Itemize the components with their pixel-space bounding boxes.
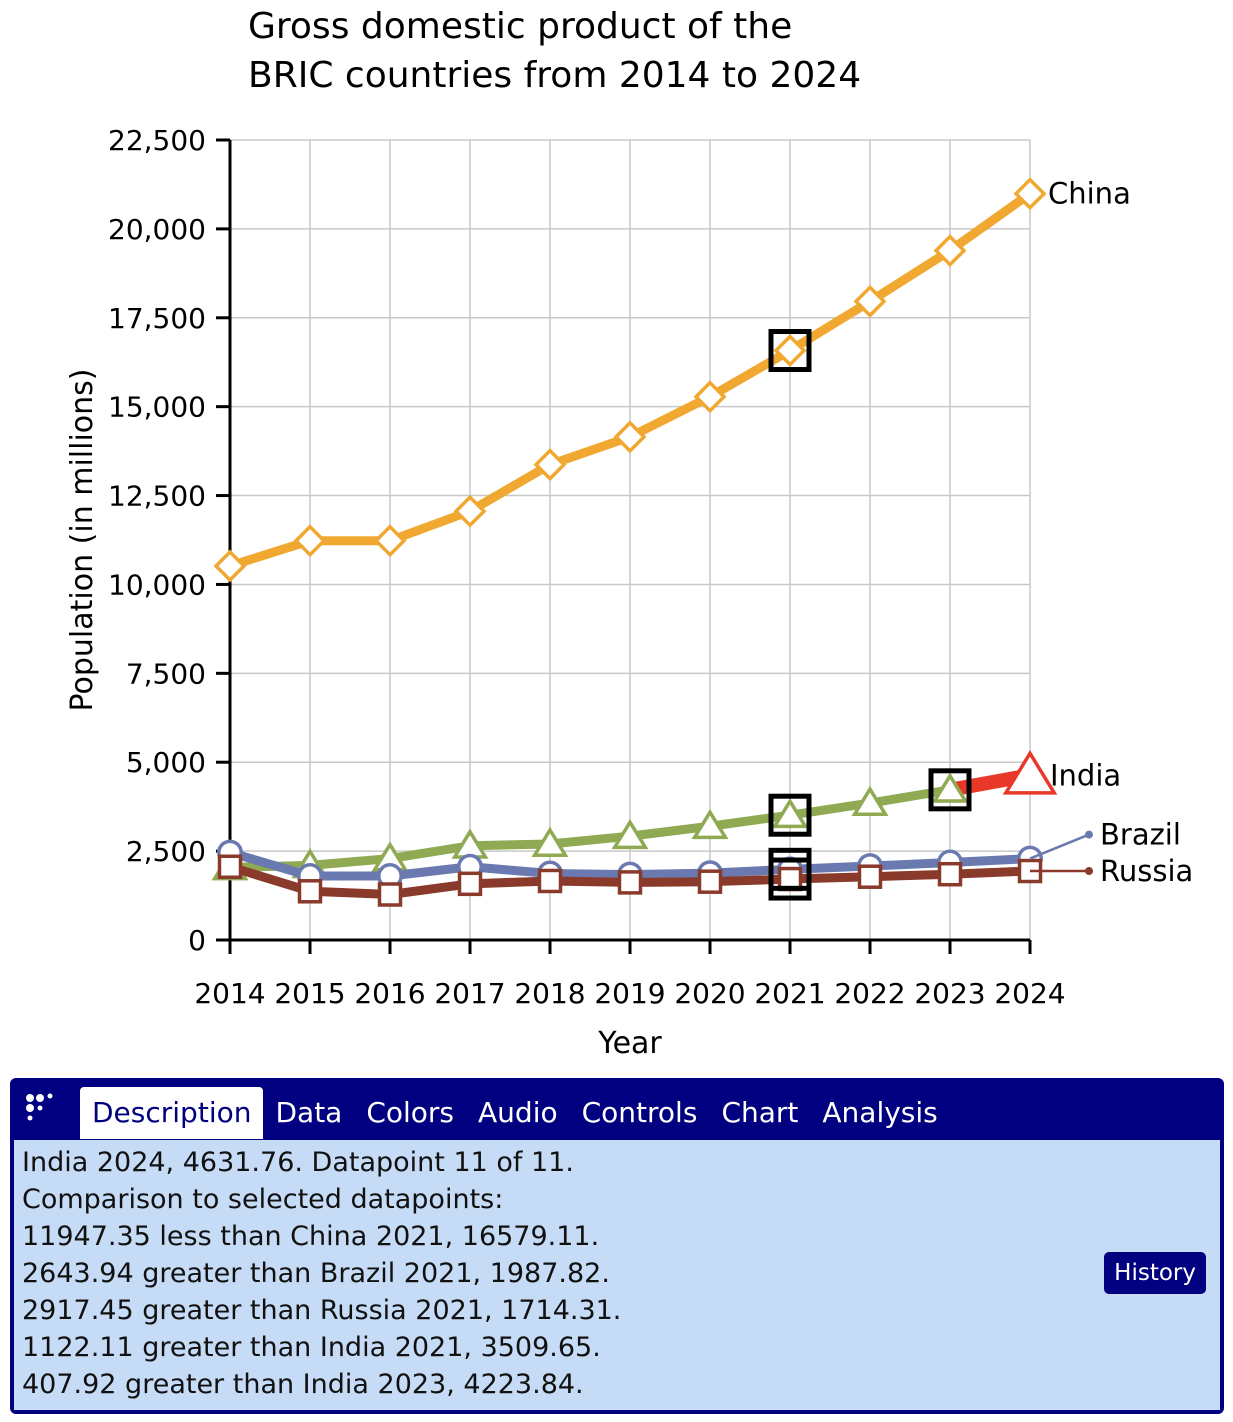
x-tick-label: 2018 <box>514 977 585 1010</box>
russia-point <box>617 870 643 895</box>
selected-point-box <box>768 793 812 837</box>
chart-axes: 0 2,500 5,000 7,500 10,000 12,500 15,000 17,500… <box>65 124 1066 1061</box>
chart-series[interactable] <box>211 177 1058 907</box>
chart-title-line: BRIC countries from 2014 to 2024 <box>248 55 861 96</box>
series-label-india: India <box>1050 758 1121 792</box>
description-text: India 2024, 4631.76. Datapoint 11 of 11.… <box>22 1144 621 1403</box>
x-tick-label: 2017 <box>434 977 505 1010</box>
x-tick-label: 2019 <box>594 977 665 1010</box>
india-point-highlighted <box>1002 749 1058 795</box>
description-line: 407.92 greater than India 2023, 4223.84. <box>22 1369 584 1400</box>
y-tick-label: 10,000 <box>108 568 206 601</box>
y-tick-label: 17,500 <box>108 302 206 335</box>
x-tick-label: 2015 <box>274 977 345 1010</box>
china-point <box>213 549 247 583</box>
x-axis-title: Year <box>597 1026 662 1061</box>
china-point <box>613 420 647 454</box>
tab-data[interactable]: Data <box>275 1096 343 1129</box>
y-axis-title: Population (in millions) <box>65 368 100 711</box>
tab-description[interactable]: Description <box>80 1087 264 1139</box>
india-line <box>225 785 955 872</box>
tab-colors[interactable]: Colors <box>366 1096 455 1129</box>
china-point <box>533 448 567 482</box>
y-tick-label: 5,000 <box>126 746 206 779</box>
russia-point <box>377 882 403 907</box>
chart-accessibility-panel: Description Data Colors Audio Controls Chart A… <box>10 1078 1224 1414</box>
line-chart: Gross domestic product of the BRIC countr… <box>65 6 1193 1061</box>
y-tick-label: 2,500 <box>126 835 206 868</box>
china-point <box>853 284 887 318</box>
china-point <box>933 234 967 268</box>
tab-controls[interactable]: Controls <box>581 1096 698 1129</box>
series-russia <box>217 854 1043 907</box>
selected-point-box <box>928 768 972 812</box>
y-tick-label: 20,000 <box>108 213 206 246</box>
russia-point <box>937 861 963 887</box>
description-line: 1122.11 greater than India 2021, 3509.65… <box>22 1332 601 1363</box>
x-tick-label: 2016 <box>354 977 425 1010</box>
x-tick-label: 2024 <box>994 977 1065 1010</box>
tab-analysis[interactable]: Analysis <box>822 1096 938 1129</box>
tab-audio[interactable]: Audio <box>478 1096 558 1129</box>
description-line: Comparison to selected datapoints: <box>22 1184 504 1215</box>
chart-title: Gross domestic product of the BRIC countr… <box>248 6 861 96</box>
selected-point-box <box>768 857 812 901</box>
x-tick-label: 2021 <box>754 977 825 1010</box>
tab-chart[interactable]: Chart <box>721 1096 799 1129</box>
x-tick-label: 2023 <box>914 977 985 1010</box>
history-button[interactable]: History <box>1104 1252 1206 1294</box>
selected-points <box>768 329 972 901</box>
description-line: India 2024, 4631.76. Datapoint 11 of 11. <box>22 1147 574 1178</box>
china-point <box>373 524 407 558</box>
china-point <box>1013 177 1047 211</box>
description-line: 11947.35 less than China 2021, 16579.11. <box>22 1221 600 1252</box>
russia-point <box>697 869 723 894</box>
russia-point <box>537 868 563 894</box>
description-line: 2917.45 greater than Russia 2021, 1714.3… <box>22 1295 622 1326</box>
selected-point-box <box>768 329 812 373</box>
y-tick-label: 0 <box>188 924 206 957</box>
y-tick-label: 22,500 <box>108 124 206 157</box>
description-area: India 2024, 4631.76. Datapoint 11 of 11.… <box>14 1140 1220 1410</box>
russia-point <box>857 864 883 889</box>
x-tick-label: 2014 <box>194 977 265 1010</box>
china-point <box>693 380 727 414</box>
series-china <box>213 177 1047 583</box>
russia-point <box>217 854 243 880</box>
china-point <box>773 334 807 367</box>
india-point <box>691 808 729 840</box>
y-tick-label: 7,500 <box>126 657 206 690</box>
y-tick-label: 12,500 <box>108 480 206 513</box>
x-tick-label: 2022 <box>834 977 905 1010</box>
braille-icon[interactable] <box>24 1092 56 1122</box>
panel-tabs: Description Data Colors Audio Controls Chart A… <box>80 1087 950 1139</box>
china-point <box>453 494 487 528</box>
description-line: 2643.94 greater than Brazil 2021, 1987.8… <box>22 1258 610 1289</box>
india-point <box>611 818 649 850</box>
series-label-brazil: Brazil <box>1100 818 1181 852</box>
series-label-russia: Russia <box>1100 854 1193 888</box>
russia-label-dot <box>1085 867 1093 876</box>
panel-tab-bar: Description Data Colors Audio Controls Chart A… <box>10 1078 1224 1140</box>
india-point <box>771 797 809 829</box>
india-point <box>531 826 569 857</box>
chart-title-line: Gross domestic product of the <box>248 6 792 47</box>
y-tick-label: 15,000 <box>108 391 206 424</box>
russia-point <box>457 871 483 897</box>
russia-point <box>297 879 323 904</box>
brazil-label-leader <box>1029 833 1090 860</box>
india-point <box>931 772 969 803</box>
china-point <box>293 524 327 558</box>
series-label-china: China <box>1048 177 1131 211</box>
x-tick-label: 2020 <box>674 977 745 1010</box>
brazil-label-dot <box>1085 830 1093 839</box>
india-point <box>851 785 889 817</box>
